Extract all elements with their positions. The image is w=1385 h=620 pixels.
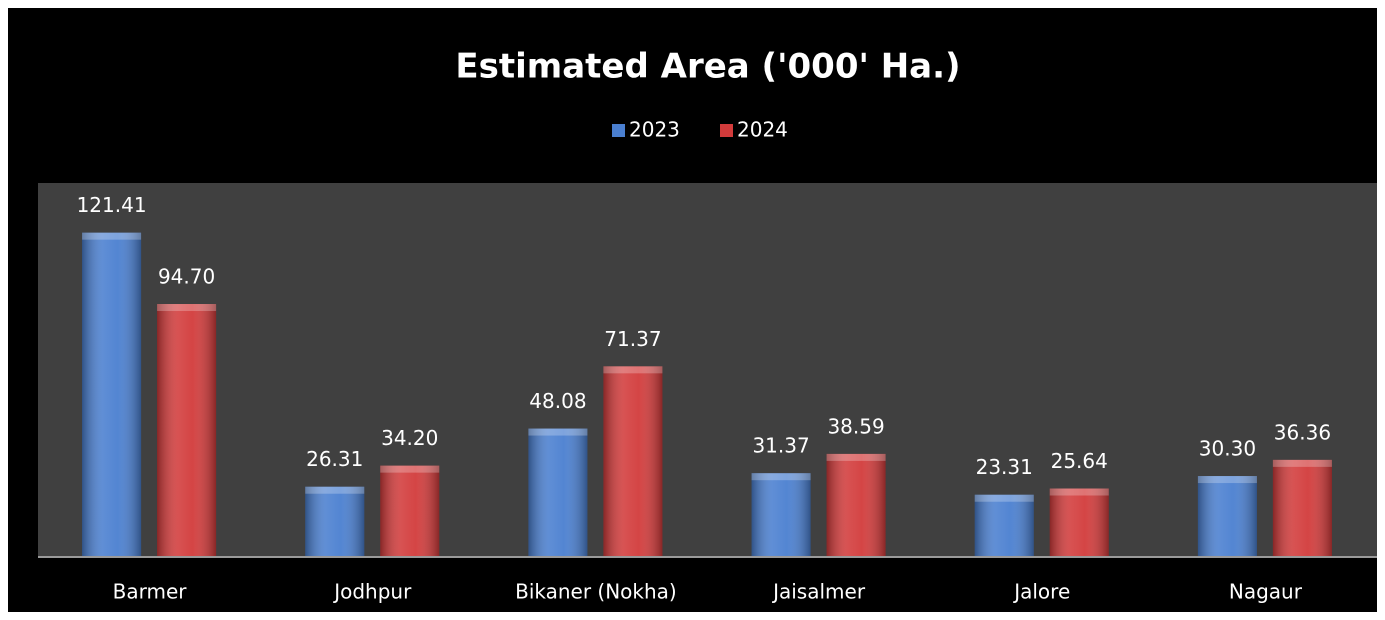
bar-shade	[528, 428, 588, 557]
value-label: 23.31	[976, 455, 1033, 479]
x-tick-label: Barmer	[113, 580, 188, 604]
bar-bevel	[1272, 459, 1332, 467]
x-tick-label: Jodhpur	[332, 580, 412, 604]
bar-bevel	[305, 486, 365, 494]
legend-swatch	[612, 124, 625, 137]
bar-bevel	[528, 428, 588, 436]
bar-bevel	[1049, 488, 1109, 496]
bar-shade	[1197, 476, 1257, 557]
value-label: 36.36	[1274, 420, 1331, 444]
plot-area	[38, 183, 1377, 557]
value-label: 31.37	[752, 434, 809, 458]
bar-shade	[157, 304, 217, 557]
bar-shade	[305, 486, 365, 557]
value-label: 34.20	[381, 426, 438, 450]
legend-label: 2023	[629, 118, 680, 142]
bar-shade	[1272, 459, 1332, 557]
legend-swatch	[720, 124, 733, 137]
value-label: 30.30	[1199, 437, 1256, 461]
value-label: 38.59	[827, 414, 884, 438]
bar-bevel	[157, 304, 217, 312]
x-tick-label: Bikaner (Nokha)	[515, 580, 677, 604]
value-label: 94.70	[158, 265, 215, 289]
x-tick-label: Jalore	[1012, 580, 1070, 604]
bar-shade	[380, 465, 440, 557]
bar-bevel	[380, 465, 440, 473]
bar-bevel	[974, 494, 1034, 502]
value-label: 71.37	[604, 327, 661, 351]
value-label: 25.64	[1051, 449, 1108, 473]
value-label: 26.31	[306, 447, 363, 471]
bar-shade	[82, 232, 142, 557]
value-label: 121.41	[77, 193, 147, 217]
bar-shade	[1049, 488, 1109, 557]
bar-bevel	[1197, 476, 1257, 484]
bar-shade	[974, 494, 1034, 557]
chart-title: Estimated Area ('000' Ha.)	[455, 47, 960, 87]
value-label: 48.08	[529, 389, 586, 413]
x-tick-label: Jaisalmer	[771, 580, 866, 604]
x-tick-label: Nagaur	[1229, 580, 1303, 604]
bar-bevel	[826, 453, 886, 461]
bar-shade	[603, 366, 663, 557]
bar-shade	[826, 453, 886, 557]
bar-bevel	[82, 232, 142, 240]
bar-shade	[751, 473, 811, 557]
bar-bevel	[603, 366, 663, 374]
legend-label: 2024	[737, 118, 788, 142]
bar-bevel	[751, 473, 811, 481]
